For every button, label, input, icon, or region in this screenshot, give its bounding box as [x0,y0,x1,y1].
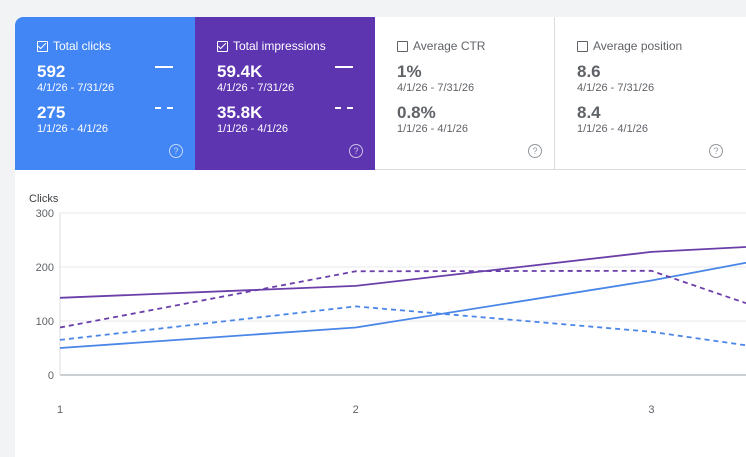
y-tick-label: 0 [48,370,54,382]
card-header: Average CTR [397,39,554,53]
card-label: Total clicks [53,39,112,53]
help-icon[interactable]: ? [528,144,542,158]
card-header: Total clicks [37,39,195,53]
dashed-line-legend-icon [155,107,173,109]
current-range: 4/1/26 - 7/31/26 [37,82,115,94]
current-value: 1% [397,62,422,81]
previous-range: 1/1/26 - 4/1/26 [217,123,288,135]
checkbox-unchecked-icon[interactable] [577,40,588,52]
previous-range: 1/1/26 - 4/1/26 [37,123,108,135]
dashed-line-legend-icon [335,107,353,109]
card-header: Average position [577,39,746,53]
current-range: 4/1/26 - 7/31/26 [217,82,295,94]
current-value: 592 [37,62,66,81]
performance-panel: Total clicks 592 4/1/26 - 7/31/26 275 1/… [15,17,746,457]
x-tick-label: 1 [57,404,63,416]
help-icon[interactable]: ? [349,144,363,158]
metric-card-total-impressions[interactable]: Total impressions 59.4K 4/1/26 - 7/31/26… [195,17,375,170]
card-label: Average position [593,39,683,53]
metric-card-average-position[interactable]: Average position 8.6 4/1/26 - 7/31/26 8.… [555,17,746,170]
y-axis-label: Clicks [29,193,59,205]
x-tick-label: 2 [353,404,359,416]
previous-value: 275 [37,103,66,122]
help-icon[interactable]: ? [169,144,183,158]
series-line-clicks-previous[interactable] [59,305,746,347]
solid-line-legend-icon [155,66,173,68]
checkbox-checked-icon[interactable] [217,40,228,52]
current-value: 8.6 [577,62,601,81]
metric-card-average-ctr[interactable]: Average CTR 1% 4/1/26 - 7/31/26 0.8% 1/1… [375,17,555,170]
y-tick-label: 300 [36,208,54,220]
previous-value: 8.4 [577,103,601,122]
series-line-clicks-current[interactable] [59,261,746,349]
previous-value: 0.8% [397,103,436,122]
previous-range: 1/1/26 - 4/1/26 [397,123,468,135]
card-label: Average CTR [413,39,486,53]
checkbox-checked-icon[interactable] [37,40,48,52]
solid-line-legend-icon [335,66,353,68]
previous-range: 1/1/26 - 4/1/26 [577,123,648,135]
current-range: 4/1/26 - 7/31/26 [397,82,475,94]
checkbox-unchecked-icon[interactable] [397,40,408,52]
y-tick-label: 200 [36,262,54,274]
help-icon[interactable]: ? [709,144,723,158]
x-tick-label: 3 [648,404,654,416]
current-range: 4/1/26 - 7/31/26 [577,82,655,94]
y-tick-label: 100 [36,316,54,328]
metric-cards: Total clicks 592 4/1/26 - 7/31/26 275 1/… [15,17,746,170]
series-line-impressions-previous[interactable] [59,269,746,329]
card-header: Total impressions [217,39,375,53]
series-line-impressions-current[interactable] [59,246,746,299]
performance-chart[interactable]: Clicks 0 100 200 300 1 2 3 [15,17,746,457]
metric-card-total-clicks[interactable]: Total clicks 592 4/1/26 - 7/31/26 275 1/… [15,17,195,170]
previous-value: 35.8K [217,103,263,122]
card-label: Total impressions [233,39,326,53]
current-value: 59.4K [217,62,263,81]
